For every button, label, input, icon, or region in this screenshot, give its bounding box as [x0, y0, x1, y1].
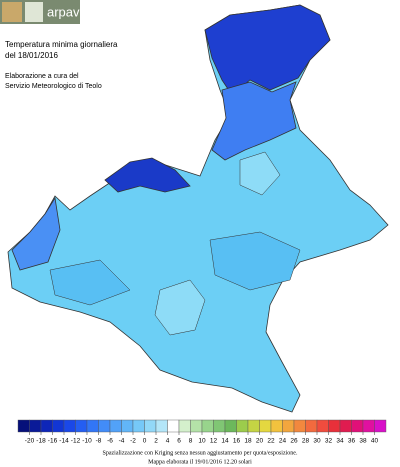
legend-swatch — [236, 419, 249, 433]
logo-text: arpav — [47, 4, 80, 19]
legend-swatch — [75, 419, 88, 433]
legend-swatch — [144, 419, 157, 433]
legend-label: 10 — [198, 438, 206, 445]
legend-label: -6 — [107, 438, 113, 445]
legend-swatch — [190, 419, 203, 433]
legend-label: 18 — [244, 438, 252, 445]
map — [7, 4, 389, 413]
legend-label: -16 — [48, 438, 58, 445]
legend-label: 20 — [256, 438, 264, 445]
legend-label: 2 — [154, 438, 158, 445]
cold-zone — [11, 196, 61, 271]
legend-label: 14 — [221, 438, 229, 445]
legend-label: -20 — [25, 438, 35, 445]
legend-label: 4 — [166, 438, 170, 445]
legend-swatch — [259, 419, 272, 433]
legend-label: 6 — [177, 438, 181, 445]
legend-label: -12 — [71, 438, 81, 445]
legend-label: 34 — [336, 438, 344, 445]
legend-label: -2 — [130, 438, 136, 445]
mild-zone — [239, 151, 281, 196]
legend-label: 38 — [359, 438, 367, 445]
region — [7, 4, 389, 413]
legend-label: -8 — [96, 438, 102, 445]
legend-swatch — [121, 419, 134, 433]
legend-swatch — [178, 419, 191, 433]
legend-swatch — [132, 419, 145, 433]
legend-label: 8 — [189, 438, 193, 445]
legend-swatch — [247, 419, 260, 433]
legend-swatch — [293, 419, 306, 433]
mild-zone — [209, 231, 301, 291]
logo-icon — [25, 2, 43, 22]
legend-swatch — [63, 419, 76, 433]
legend-label: 22 — [267, 438, 275, 445]
legend-label: -10 — [82, 438, 92, 445]
legend-label: 32 — [325, 438, 333, 445]
legend-label: 28 — [302, 438, 310, 445]
legend-swatch — [167, 419, 180, 433]
cold-zone — [104, 157, 191, 193]
cold-zone — [204, 4, 331, 96]
credit: Elaborazione a cura del — [5, 73, 79, 80]
legend-swatch — [52, 419, 65, 433]
legend: -20 -18 -16 -14 -12 -10 -8 -6 -4 -2 0 2 4 6 8 10 12 14 16 1… — [17, 419, 387, 445]
legend-label: 12 — [210, 438, 218, 445]
legend-label: -14 — [59, 438, 69, 445]
legend-label: 16 — [233, 438, 241, 445]
legend-swatch — [339, 419, 352, 433]
mild-zone — [49, 259, 131, 306]
legend-swatch — [213, 419, 226, 433]
legend-swatch — [328, 419, 341, 433]
map-title: Temperatura minima giornaliera — [5, 40, 118, 49]
legend-swatch — [155, 419, 168, 433]
legend-label: 36 — [348, 438, 356, 445]
legend-swatch — [270, 419, 283, 433]
map-date: del 18/01/2016 — [5, 51, 58, 60]
legend-label: -4 — [119, 438, 125, 445]
logo-icon — [2, 2, 22, 22]
legend-swatch — [29, 419, 42, 433]
footer-note: Mappa elaborata il 19/01/2016 12.20 sola… — [148, 459, 252, 465]
legend-label: -18 — [36, 438, 46, 445]
cold-zone — [211, 81, 297, 161]
credit: Servizio Meteorologico di Teolo — [5, 83, 102, 90]
legend-swatch — [109, 419, 122, 433]
legend-label: 30 — [313, 438, 321, 445]
legend-swatch — [351, 419, 364, 433]
legend-swatch — [17, 419, 30, 433]
legend-label: 40 — [371, 438, 379, 445]
legend-label: 0 — [143, 438, 147, 445]
legend-swatch — [86, 419, 99, 433]
legend-swatch — [98, 419, 111, 433]
legend-swatch — [305, 419, 318, 433]
legend-label: 24 — [279, 438, 287, 445]
legend-swatch — [362, 419, 375, 433]
footer-note: Spazializzazione con Kriging senza nessu… — [103, 450, 298, 456]
mild-zone — [154, 279, 206, 336]
legend-swatch — [201, 419, 214, 433]
legend-swatch — [374, 419, 387, 433]
legend-swatch — [316, 419, 329, 433]
legend-swatch — [282, 419, 295, 433]
legend-label: 26 — [290, 438, 298, 445]
legend-swatch — [224, 419, 237, 433]
legend-swatch — [40, 419, 53, 433]
